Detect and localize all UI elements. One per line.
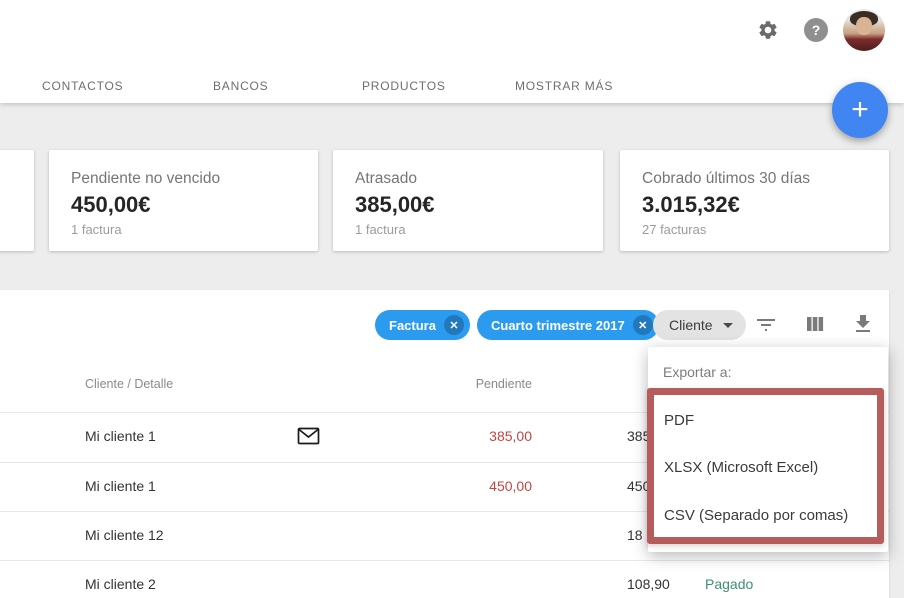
divider (0, 462, 889, 463)
export-menu-title: Exportar a: (663, 364, 732, 380)
status-badge: Pagado (705, 576, 754, 592)
card-subtitle: 1 factura (355, 222, 406, 237)
divider (0, 560, 889, 561)
export-menu: Exportar a: PDF XLSX (Microsoft Excel) C… (647, 347, 888, 552)
nav-item-bancos[interactable]: BANCOS (213, 79, 269, 93)
client-name: Mi cliente 2 (85, 576, 156, 592)
chevron-down-icon (722, 322, 733, 328)
nav-item-contactos[interactable]: CONTACTOS (42, 79, 124, 93)
summary-card-atrasado[interactable]: Atrasado 385,00€ 1 factura (333, 150, 603, 251)
email-icon[interactable] (297, 427, 320, 445)
nav-item-productos[interactable]: PRODUCTOS (362, 79, 446, 93)
divider (0, 511, 889, 512)
divider (0, 412, 889, 413)
client-name: Mi cliente 1 (85, 428, 156, 444)
settings-gear-icon[interactable] (757, 19, 779, 41)
help-icon[interactable]: ? (804, 18, 828, 42)
card-subtitle: 1 factura (71, 222, 122, 237)
add-fab-button[interactable]: + (832, 82, 888, 138)
total-amount: 18 (627, 527, 643, 543)
export-option-xlsx[interactable]: XLSX (Microsoft Excel) (664, 459, 819, 476)
column-header-cliente[interactable]: Cliente / Detalle (85, 377, 174, 391)
download-icon[interactable] (851, 312, 875, 336)
pendiente-amount: 385,00 (489, 428, 532, 444)
chip-label: Cliente (669, 317, 713, 333)
card-title: Cobrado últimos 30 días (642, 170, 811, 187)
total-amount: 108,90 (627, 576, 670, 592)
card-title: Pendiente no vencido (71, 170, 221, 187)
table-row[interactable]: Mi cliente 12 18 (0, 511, 889, 560)
nav-item-mostrar-mas[interactable]: MOSTRAR MÁS (515, 79, 614, 93)
column-header-pendiente[interactable]: Pendiente (475, 377, 532, 391)
client-name: Mi cliente 12 (85, 527, 164, 543)
filter-chip-trimestre[interactable]: Cuarto trimestre 2017 ✕ (477, 310, 659, 340)
chip-label: Cuarto trimestre 2017 (491, 317, 625, 333)
summary-card-partial[interactable] (0, 150, 34, 251)
filter-icon[interactable] (754, 312, 778, 336)
client-name: Mi cliente 1 (85, 478, 156, 494)
table-row[interactable]: Mi cliente 2 108,90 Pagado (0, 560, 889, 598)
card-value: 385,00€ (355, 192, 435, 217)
top-app-bar: CONTACTOS BANCOS PRODUCTOS MOSTRAR MÁS ? (0, 0, 904, 103)
card-subtitle: 27 facturas (642, 222, 707, 237)
summary-card-cobrado[interactable]: Cobrado últimos 30 días 3.015,32€ 27 fac… (620, 150, 889, 251)
card-value: 450,00€ (71, 192, 151, 217)
card-title: Atrasado (355, 170, 418, 187)
cliente-dropdown-chip[interactable]: Cliente (653, 310, 746, 340)
summary-card-pendiente[interactable]: Pendiente no vencido 450,00€ 1 factura (49, 150, 318, 251)
filter-chip-factura[interactable]: Factura ✕ (375, 310, 470, 340)
export-option-pdf[interactable]: PDF (664, 412, 694, 429)
close-icon[interactable]: ✕ (632, 315, 653, 335)
export-option-csv[interactable]: CSV (Separado por comas) (664, 507, 849, 524)
card-value: 3.015,32€ (642, 192, 740, 217)
chip-label: Factura (389, 317, 436, 333)
close-icon[interactable]: ✕ (443, 315, 464, 335)
columns-icon[interactable] (803, 312, 827, 336)
user-avatar[interactable] (843, 9, 885, 51)
pendiente-amount: 450,00 (489, 478, 532, 494)
